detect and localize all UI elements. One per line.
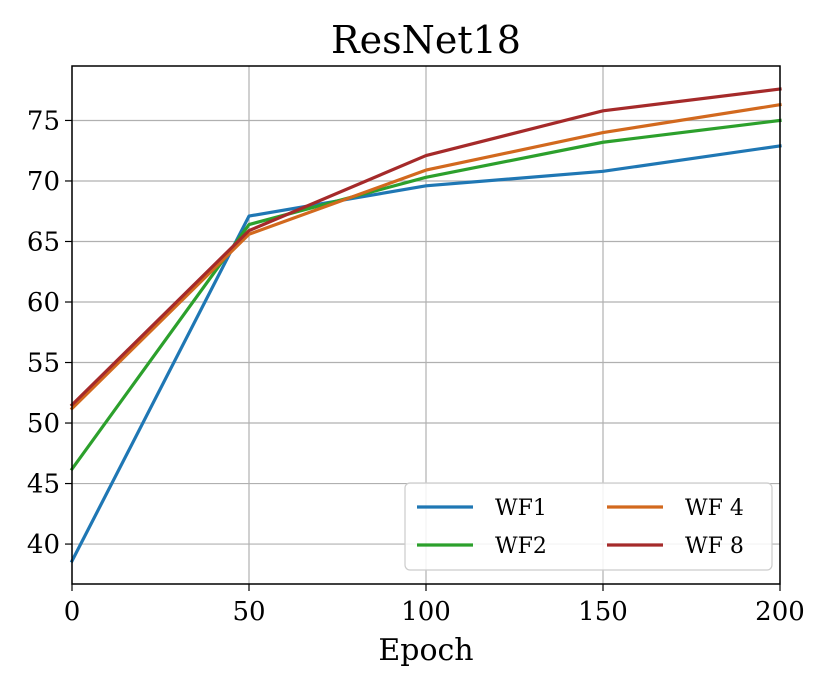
x-tick-label: 0 bbox=[64, 597, 81, 627]
y-tick-label: 45 bbox=[27, 470, 60, 500]
legend-label-wf1: WF1 bbox=[495, 496, 547, 521]
series-line-wf4 bbox=[69, 102, 782, 411]
x-tick-label: 150 bbox=[578, 597, 628, 627]
y-tick-label: 65 bbox=[27, 227, 60, 257]
x-tick-label: 200 bbox=[755, 597, 805, 627]
legend-box bbox=[404, 482, 773, 571]
legend-label-wf8: WF 8 bbox=[685, 534, 744, 559]
y-tick-label: 40 bbox=[27, 530, 60, 560]
axis-ticks: 0 50 100 150 200 40 45 50 55 60 65 70 75 bbox=[27, 106, 805, 627]
y-tick-label: 70 bbox=[27, 167, 60, 197]
x-axis-label: Epoch bbox=[378, 633, 473, 668]
legend: WF1 WF2 WF 4 WF 8 bbox=[404, 482, 773, 571]
x-tick-label: 100 bbox=[401, 597, 451, 627]
legend-label-wf2: WF2 bbox=[495, 534, 547, 559]
y-tick-label: 50 bbox=[27, 409, 60, 439]
chart-title: ResNet18 bbox=[331, 18, 521, 62]
y-tick-label: 60 bbox=[27, 288, 60, 318]
series-line-wf1 bbox=[69, 144, 782, 564]
plot-series bbox=[69, 87, 782, 564]
y-tick-label: 55 bbox=[27, 349, 60, 379]
x-tick-label: 50 bbox=[232, 597, 265, 627]
y-tick-label: 75 bbox=[27, 106, 60, 136]
series-line-wf8 bbox=[69, 87, 782, 408]
legend-label-wf4: WF 4 bbox=[685, 496, 744, 521]
series-line-wf2 bbox=[69, 118, 782, 472]
